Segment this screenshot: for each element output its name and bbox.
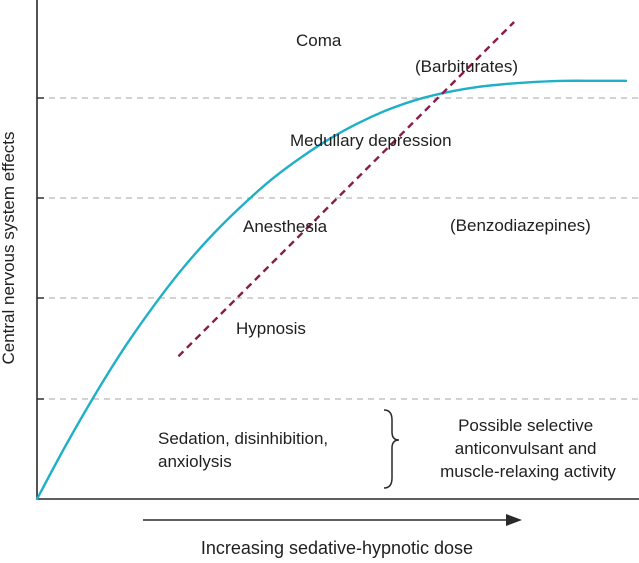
- series-label-barbiturates: (Barbiturates): [415, 57, 518, 76]
- series-label-benzodiazepines: (Benzodiazepines): [450, 216, 591, 235]
- benzodiazepines-line: [35, 79, 628, 501]
- level-label-medullary-depression: Medullary depression: [290, 131, 452, 150]
- brace: [383, 409, 400, 489]
- level-label-hypnosis: Hypnosis: [236, 319, 306, 338]
- x-axis-label: Increasing sedative-hypnotic dose: [201, 538, 473, 558]
- level-label-coma: Coma: [296, 31, 342, 50]
- side-note: Possible selective anticonvulsant and mu…: [440, 416, 616, 481]
- level-label-sedation: Sedation, disinhibition, anxiolysis: [158, 429, 333, 471]
- y-axis-label: Central nervous system effects: [0, 131, 18, 364]
- barbiturates-line: [177, 21, 515, 358]
- level-label-anesthesia: Anesthesia: [243, 217, 328, 236]
- dose-arrow-head: [506, 514, 522, 526]
